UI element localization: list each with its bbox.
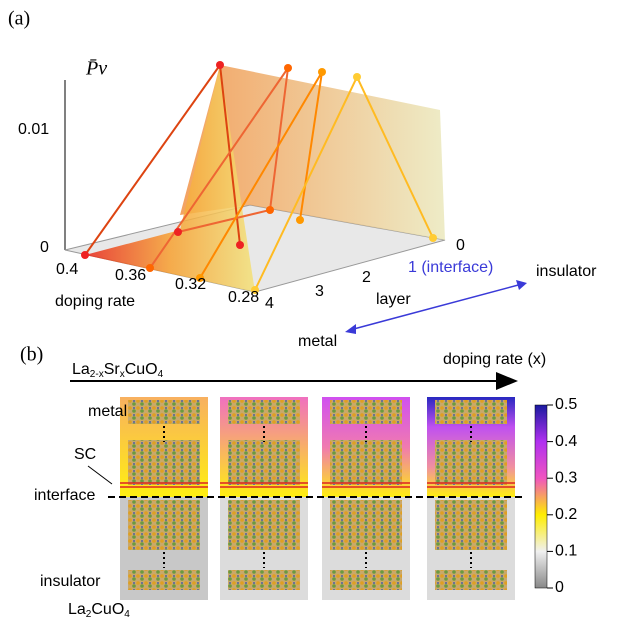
tick-label: 1 (interface) (408, 259, 493, 276)
crystal-block (228, 500, 300, 550)
axis-title: P̄ν (85, 58, 107, 80)
label: interface (34, 487, 95, 504)
label: SC (74, 446, 96, 463)
panel-a: (a) P̄ν 0.01 0 0.4 0.36 0.32 0.28 doping… (8, 8, 597, 351)
tick-label: 0.28 (228, 289, 259, 306)
crystal-block (435, 500, 507, 550)
colorbar-ticks: 0.5 0.4 0.3 0.2 0.1 0 (547, 396, 577, 596)
crystal-block (128, 400, 200, 424)
tick-label: 0 (40, 239, 49, 256)
formula: La2-xSrxCuO4 (72, 361, 164, 379)
crystal-block (128, 570, 200, 590)
crystal-block (128, 440, 200, 485)
crystal-block (330, 500, 402, 550)
crystal-block (228, 440, 300, 485)
colorbar (535, 405, 547, 588)
crystal-columns (120, 397, 515, 600)
formula: La2CuO4 (68, 601, 130, 619)
arrow-head (516, 280, 527, 290)
panel-b: (b) La2-xSrxCuO4 doping rate (x) metal S… (20, 344, 577, 620)
colorbar-tick-label: 0.3 (555, 469, 577, 486)
tick-label: 4 (265, 295, 274, 312)
tick-label: 0 (456, 237, 465, 254)
arrow-head (345, 324, 356, 334)
label: doping rate (x) (443, 351, 546, 368)
crystal-block (330, 570, 402, 590)
colorbar-tick-label: 0.1 (555, 543, 577, 560)
crystal-block (228, 570, 300, 590)
colorbar-tick-label: 0.5 (555, 396, 577, 413)
colorbar-tick-label: 0.2 (555, 506, 577, 523)
axis-title: doping rate (55, 293, 135, 310)
tick-label: 0.36 (115, 267, 146, 284)
axis-title: layer (376, 291, 411, 308)
tick-label: 0.01 (18, 121, 49, 138)
crystal-block (228, 400, 300, 424)
label: metal (298, 333, 337, 350)
figure: (a) P̄ν 0.01 0 0.4 0.36 0.32 0.28 doping… (0, 0, 636, 622)
crystal-block (435, 570, 507, 590)
label: insulator (536, 263, 597, 280)
tick-label: 3 (315, 283, 324, 300)
arrow-head (496, 372, 518, 390)
colorbar-tick-label: 0.4 (555, 433, 577, 450)
label: metal (88, 403, 127, 420)
crystal-block (435, 440, 507, 485)
panel-label: (b) (20, 344, 43, 366)
colorbar-tick-label: 0 (555, 579, 564, 596)
panel-label: (a) (8, 8, 30, 30)
tick-label: 0.4 (56, 261, 78, 278)
crystal-block (330, 440, 402, 485)
label: insulator (40, 573, 101, 590)
tick-label: 2 (362, 269, 371, 286)
crystal-block (435, 400, 507, 424)
crystal-block (330, 400, 402, 424)
pointer (88, 466, 112, 484)
tick-label: 0.32 (175, 276, 206, 293)
crystal-block (128, 500, 200, 550)
